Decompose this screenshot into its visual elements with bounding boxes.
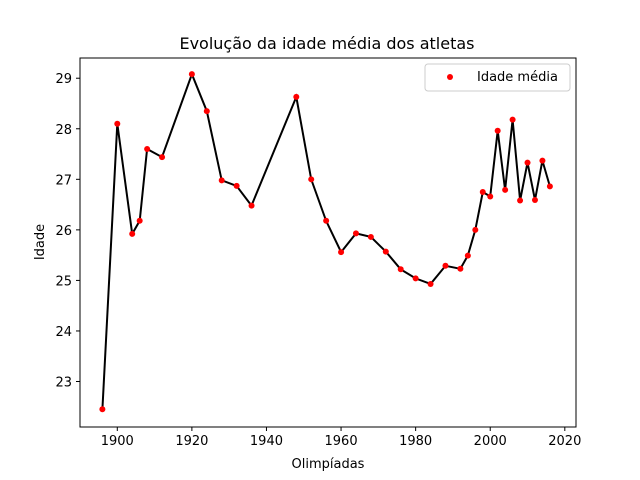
x-tick-label-1940: 1940 [250,434,283,449]
data-point-1924 [203,108,210,115]
data-point-1932 [233,182,240,189]
x-axis-label: Olimpíadas [292,457,365,472]
plot-area [79,57,577,428]
data-point-1904 [129,230,136,237]
x-tick-label-1980: 1980 [399,434,432,449]
data-point-2002 [494,127,501,134]
data-point-1908 [144,145,151,152]
chart-title: Evolução da idade média dos atletas [179,34,474,53]
y-tick-label-23: 23 [55,376,72,391]
data-point-2008 [517,197,524,204]
data-point-1906 [136,217,143,224]
y-tick-label-25: 25 [55,274,72,289]
data-point-2016 [546,183,553,190]
x-tick-label-2000: 2000 [474,434,507,449]
y-tick-label-27: 27 [55,173,72,188]
legend-marker [447,74,453,80]
data-point-2014 [539,157,546,164]
data-point-1976 [397,266,404,273]
data-point-2000 [487,193,494,200]
data-point-1964 [352,230,359,237]
data-point-1968 [367,233,374,240]
data-point-1972 [382,248,389,255]
data-point-1952 [308,176,315,183]
data-point-1948 [293,93,300,100]
data-point-1998 [479,188,486,195]
data-point-1900 [114,120,121,127]
data-point-1994 [464,252,471,259]
data-point-2004 [502,186,509,193]
data-point-1936 [248,202,255,209]
series-line [101,71,551,410]
data-point-2010 [524,159,531,166]
data-point-1992 [457,265,464,272]
x-tick-label-1920: 1920 [175,434,208,449]
data-point-1996 [472,226,479,233]
legend: Idade média [424,63,571,92]
data-point-2012 [531,197,538,204]
series-points [99,71,553,413]
data-point-1896 [99,406,106,413]
data-point-2006 [509,116,516,123]
data-point-1984 [427,280,434,287]
data-point-1956 [323,217,330,224]
data-point-1960 [338,249,345,256]
y-tick-label-24: 24 [55,325,72,340]
legend-box [424,63,571,92]
x-tick-label-1900: 1900 [101,434,134,449]
y-tick-label-29: 29 [55,72,72,87]
x-tick-label-2020: 2020 [548,434,581,449]
data-point-1980 [412,275,419,282]
data-point-1912 [159,154,166,161]
data-point-1988 [442,262,449,269]
data-point-1920 [188,71,195,78]
y-tick-label-28: 28 [55,123,72,138]
data-point-1928 [218,177,225,184]
y-axis: 23 24 25 26 27 28 29 [55,72,80,391]
x-axis: 1900 1920 1940 1960 1980 2000 2020 [101,427,581,449]
y-axis-label: Idade [33,224,48,260]
y-tick-label-26: 26 [55,224,72,239]
x-tick-label-1960: 1960 [325,434,358,449]
legend-label: Idade média [477,70,558,85]
